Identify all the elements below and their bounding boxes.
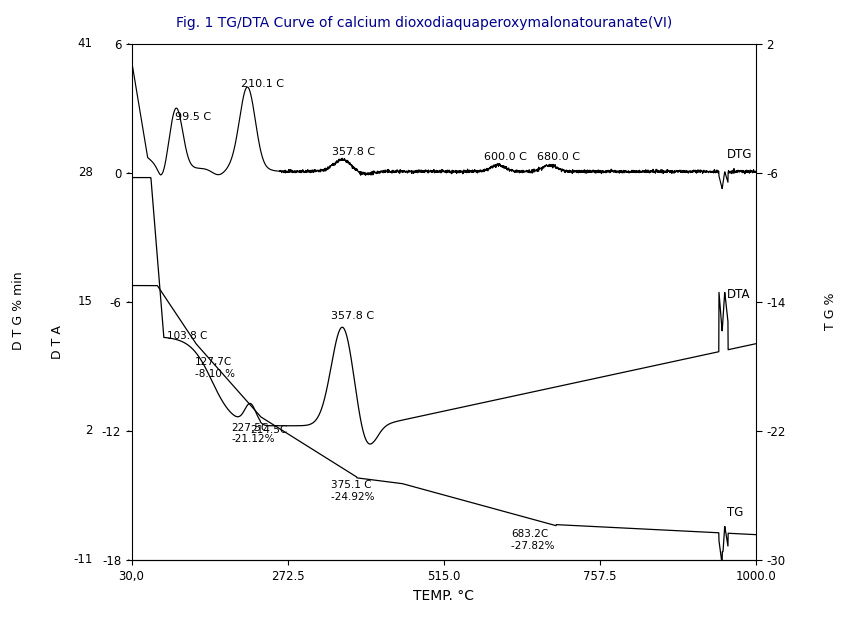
Text: 15: 15 [78,295,93,308]
Text: D T G % min: D T G % min [12,272,25,350]
Text: 127,7C
-8.10 %⁠: 127,7C -8.10 %⁠ [194,358,234,379]
Text: 41: 41 [78,37,93,50]
Text: -11: -11 [73,554,93,566]
Text: 683.2C
-27.82%⁠: 683.2C -27.82%⁠ [511,529,554,551]
Text: 28: 28 [78,166,93,179]
Text: T G %: T G % [824,292,837,330]
Text: 214.5C: 214.5C [250,425,288,435]
Text: DTA: DTA [727,288,751,301]
Text: 680.0 C: 680.0 C [537,152,580,162]
Text: 357.8 C: 357.8 C [331,311,374,321]
Text: TG: TG [727,506,743,519]
Text: Fig. 1 TG/DTA Curve of calcium dioxodiaquaperoxymalonatouranate(VI): Fig. 1 TG/DTA Curve of calcium dioxodiaq… [177,16,672,30]
Text: 2: 2 [85,424,93,437]
Text: 103.8 C: 103.8 C [167,331,207,341]
Text: 227.5C
-21.12%: 227.5C -21.12% [231,422,275,444]
Text: DTG: DTG [727,148,752,160]
Text: D T A: D T A [51,325,65,359]
Text: 600.0 C: 600.0 C [484,152,527,162]
Text: 357.8 C: 357.8 C [332,147,375,157]
X-axis label: TEMP. °C: TEMP. °C [413,590,474,603]
Text: 375.1 C
-24.92%⁠: 375.1 C -24.92%⁠ [331,480,374,501]
Text: 210.1 C: 210.1 C [241,79,284,89]
Text: 99.5 C: 99.5 C [175,112,211,122]
